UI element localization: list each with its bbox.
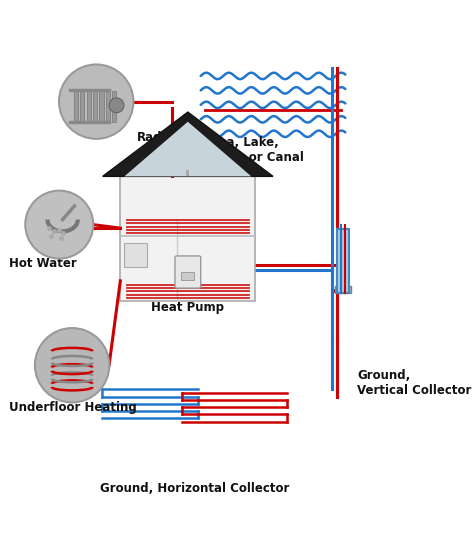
Circle shape <box>26 191 93 258</box>
Circle shape <box>59 65 133 138</box>
Bar <box>186 170 190 176</box>
Circle shape <box>35 328 109 402</box>
Bar <box>182 272 194 280</box>
Bar <box>120 176 255 301</box>
Polygon shape <box>124 122 251 176</box>
Bar <box>87 91 91 122</box>
Bar <box>335 287 351 293</box>
Text: Ground, Horizontal Collector: Ground, Horizontal Collector <box>100 482 289 495</box>
Circle shape <box>36 329 108 401</box>
Circle shape <box>109 98 124 113</box>
Text: Radiators: Radiators <box>137 131 201 143</box>
Bar <box>336 229 350 293</box>
Bar <box>74 91 78 122</box>
Text: Underfloor Heating: Underfloor Heating <box>9 401 137 415</box>
Bar <box>80 91 85 122</box>
Bar <box>106 91 110 122</box>
Polygon shape <box>103 112 273 176</box>
Bar <box>93 91 97 122</box>
Text: Heat Pump: Heat Pump <box>151 301 224 314</box>
FancyBboxPatch shape <box>175 256 201 288</box>
Text: Sea, Lake,
River or Canal: Sea, Lake, River or Canal <box>210 136 304 164</box>
Bar <box>124 243 147 267</box>
Text: Ground,
Vertical Collector: Ground, Vertical Collector <box>358 369 472 397</box>
Text: Hot Water: Hot Water <box>9 257 77 270</box>
Circle shape <box>60 66 132 138</box>
Bar <box>112 91 116 122</box>
Bar <box>99 91 104 122</box>
Circle shape <box>26 191 92 258</box>
